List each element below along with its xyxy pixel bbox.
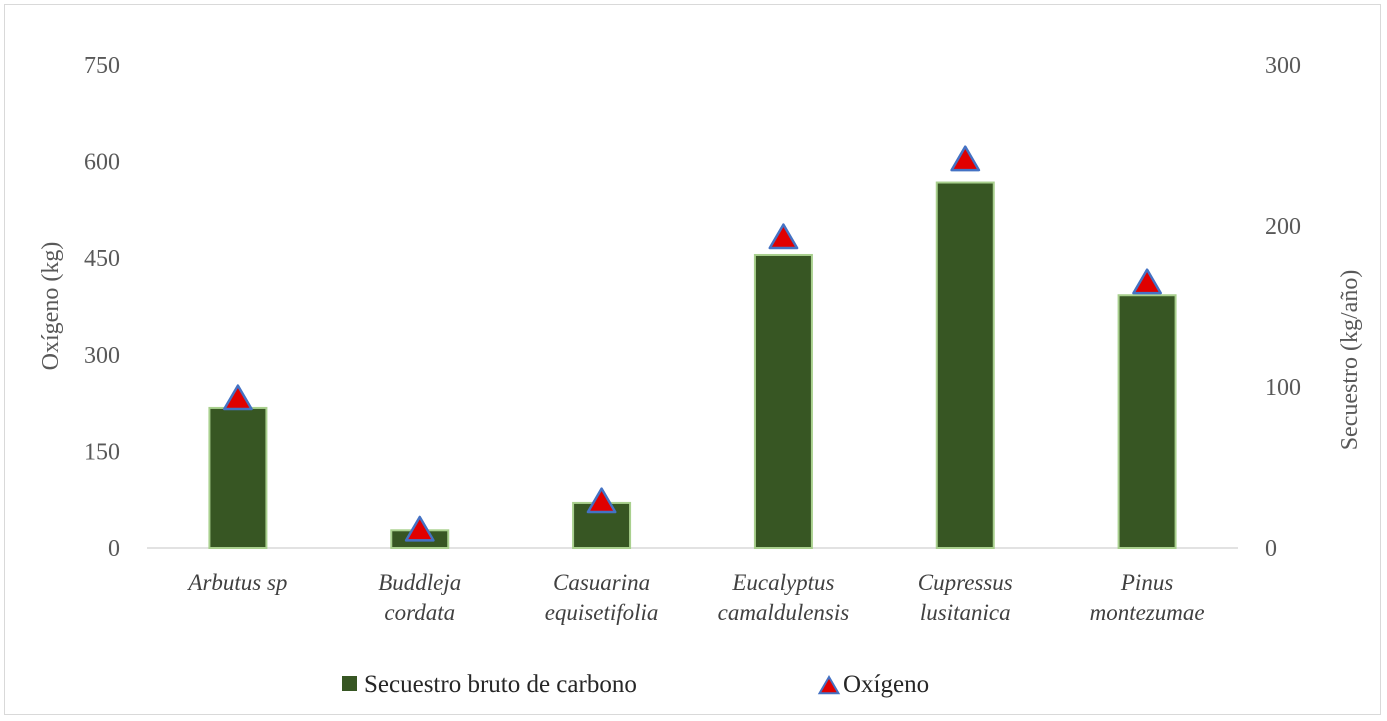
left-axis-ticks: 0 150 300 450 600 750 — [84, 53, 120, 562]
marker — [223, 384, 253, 411]
category-label: Arbutus sp — [186, 570, 287, 595]
category-label-line: Casuarina — [553, 570, 650, 595]
category-label-line: Eucalyptus — [731, 570, 834, 595]
bar-series — [208, 181, 1177, 550]
legend: Secuestro bruto de carbono Oxígeno — [342, 671, 929, 698]
marker — [1132, 268, 1162, 295]
category-label-line: Arbutus sp — [186, 570, 287, 595]
category-labels: Arbutus sp Buddleja cordata Casuarina equise… — [186, 570, 1204, 625]
marker — [950, 145, 981, 172]
category-label: Pinus montezumae — [1090, 570, 1205, 625]
category-label-line: lusitanica — [920, 600, 1011, 625]
marker — [768, 223, 799, 250]
category-label-line: cordata — [384, 600, 455, 625]
left-tick-label: 150 — [84, 439, 120, 465]
marker — [404, 515, 435, 542]
category-label-line: equisetifolia — [545, 600, 659, 625]
left-tick-label: 750 — [84, 53, 120, 79]
left-tick-label: 600 — [84, 150, 120, 176]
category-label-line: montezumae — [1090, 600, 1205, 625]
category-label: Cupressus lusitanica — [918, 570, 1013, 625]
left-axis-title: Oxígeno (kg) — [38, 242, 64, 371]
right-tick-label: 300 — [1265, 53, 1301, 79]
left-tick-label: 0 — [108, 536, 120, 562]
marker-series — [223, 145, 1162, 542]
right-axis-title: Secuestro (kg/año) — [1337, 270, 1363, 451]
marker — [586, 487, 617, 514]
category-label-line: camaldulensis — [718, 600, 850, 625]
legend-swatch-bar — [342, 676, 357, 691]
category-label-line: Buddleja — [378, 570, 461, 595]
legend-label-marker: Oxígeno — [843, 671, 929, 698]
category-label: Buddleja cordata — [378, 570, 461, 625]
bar — [753, 253, 813, 549]
category-label: Casuarina equisetifolia — [545, 570, 659, 625]
right-axis-ticks: 0 100 200 300 — [1265, 53, 1301, 562]
left-tick-label: 450 — [84, 246, 120, 272]
category-label: Eucalyptus camaldulensis — [718, 570, 850, 625]
left-tick-label: 300 — [84, 343, 120, 369]
legend-swatch-marker — [817, 675, 841, 695]
legend-label-bar: Secuestro bruto de carbono — [364, 671, 637, 698]
bar — [1117, 294, 1177, 550]
right-tick-label: 100 — [1265, 375, 1301, 401]
bar — [208, 406, 268, 549]
category-label-line: Pinus — [1120, 570, 1173, 595]
right-tick-label: 200 — [1265, 214, 1301, 240]
category-label-line: Cupressus — [918, 570, 1013, 595]
right-tick-label: 0 — [1265, 536, 1277, 562]
bar — [935, 181, 995, 549]
